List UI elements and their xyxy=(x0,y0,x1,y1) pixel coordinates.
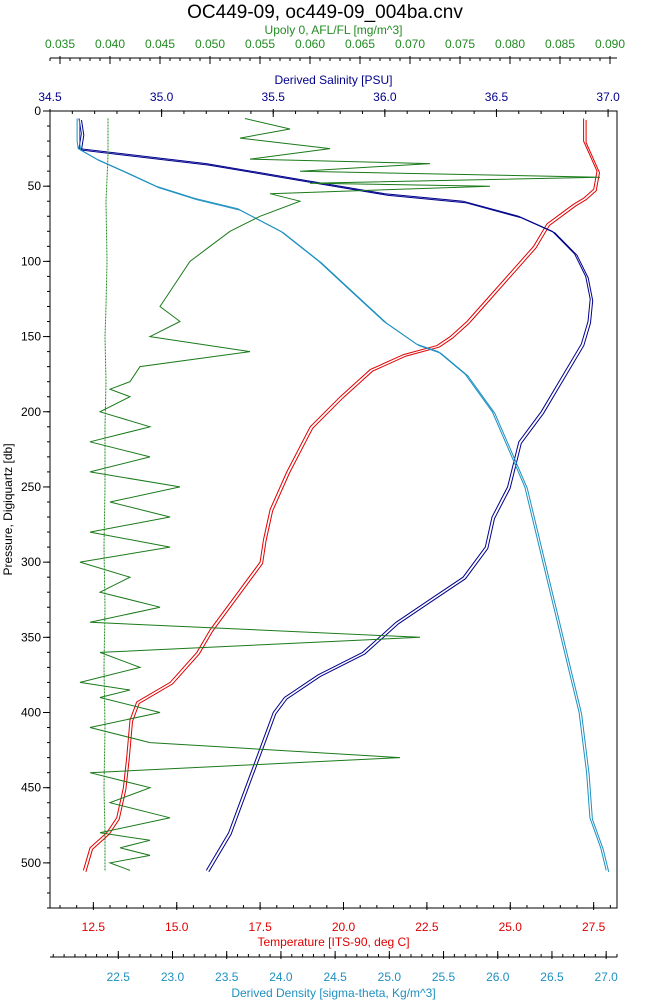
fluorescence-tick-label: 0.065 xyxy=(345,37,375,51)
pressure-tick-label: 200 xyxy=(21,405,41,419)
temperature-tick-label: 25.0 xyxy=(499,920,523,934)
pressure-tick-label: 500 xyxy=(21,856,41,870)
temperature-tick-label: 20.0 xyxy=(332,920,356,934)
temperature-tick-label: 17.5 xyxy=(248,920,272,934)
density-tick-label: 23.0 xyxy=(161,970,185,984)
pressure-axis-title: Pressure, Digiquartz [db] xyxy=(1,443,15,575)
pressure-tick-label: 450 xyxy=(21,781,41,795)
fluorescence-tick-label: 0.080 xyxy=(495,37,525,51)
temperature-profile-line xyxy=(82,118,598,871)
fluorescence-axis-title: Upoly 0, AFL/FL [mg/m^3] xyxy=(265,23,403,37)
density-tick-label: 25.0 xyxy=(378,970,402,984)
salinity-tick-label: 36.0 xyxy=(373,90,397,104)
salinity-tick-label: 37.0 xyxy=(596,90,620,104)
salinity-tick-label: 36.5 xyxy=(485,90,509,104)
fluorescence-tick-label: 0.075 xyxy=(445,37,475,51)
fluorescence-tick-label: 0.085 xyxy=(545,37,575,51)
chart-title: OC449-09, oc449-09_004ba.cnv xyxy=(187,2,463,23)
fluorescence-tick-label: 0.035 xyxy=(45,37,75,51)
fluorescence-tick-label: 0.070 xyxy=(395,37,425,51)
salinity-profile-line xyxy=(78,118,591,871)
fluorescence-tick-label: 0.060 xyxy=(295,37,325,51)
temperature-tick-label: 12.5 xyxy=(82,920,106,934)
fluorescence-tick-label: 0.040 xyxy=(95,37,125,51)
fluorescence-profile-line xyxy=(103,118,109,871)
fluorescence-tick-label: 0.045 xyxy=(145,37,175,51)
density-axis-title: Derived Density [sigma-theta, Kg/m^3] xyxy=(231,986,435,1000)
pressure-tick-label: 150 xyxy=(21,330,41,344)
salinity-tick-label: 34.5 xyxy=(38,90,62,104)
density-tick-label: 26.0 xyxy=(486,970,510,984)
density-tick-label: 26.5 xyxy=(540,970,564,984)
density-tick-label: 25.5 xyxy=(432,970,456,984)
series-layer xyxy=(76,118,610,873)
temperature-tick-label: 22.5 xyxy=(415,920,439,934)
fluorescence-tick-label: 0.050 xyxy=(195,37,225,51)
salinity-tick-label: 35.0 xyxy=(150,90,174,104)
fluorescence-tick-label: 0.090 xyxy=(595,37,625,51)
salinity-profile-line-upcast xyxy=(80,119,594,873)
pressure-tick-label: 50 xyxy=(28,179,42,193)
pressure-tick-label: 400 xyxy=(21,706,41,720)
pressure-tick-label: 350 xyxy=(21,630,41,644)
density-tick-label: 22.5 xyxy=(107,970,131,984)
temperature-profile-line-upcast xyxy=(85,120,601,873)
axes-layer: 0.035 0.040 0.045 0.050 0.055 0.060 0.065 0.070… xyxy=(1,23,625,1000)
fluorescence-tick-label: 0.055 xyxy=(245,37,275,51)
plot-frame xyxy=(49,110,618,909)
pressure-tick-label: 0 xyxy=(34,104,41,118)
pressure-tick-label: 250 xyxy=(21,480,41,494)
pressure-tick-label: 300 xyxy=(21,555,41,569)
density-tick-label: 24.5 xyxy=(323,970,347,984)
density-tick-label: 24.0 xyxy=(269,970,293,984)
fluorescence-profile-line xyxy=(79,118,601,871)
density-profile-line-upcast xyxy=(79,120,610,873)
density-tick-label: 23.5 xyxy=(215,970,239,984)
pressure-tick-label: 100 xyxy=(21,254,41,268)
density-tick-label: 27.0 xyxy=(594,970,618,984)
density-profile-line xyxy=(76,118,607,871)
temperature-axis-title: Temperature [ITS-90, deg C] xyxy=(257,935,409,949)
salinity-tick-label: 35.5 xyxy=(262,90,286,104)
salinity-axis-title: Derived Salinity [PSU] xyxy=(274,73,392,87)
temperature-tick-label: 27.5 xyxy=(582,920,606,934)
temperature-tick-label: 15.0 xyxy=(165,920,189,934)
